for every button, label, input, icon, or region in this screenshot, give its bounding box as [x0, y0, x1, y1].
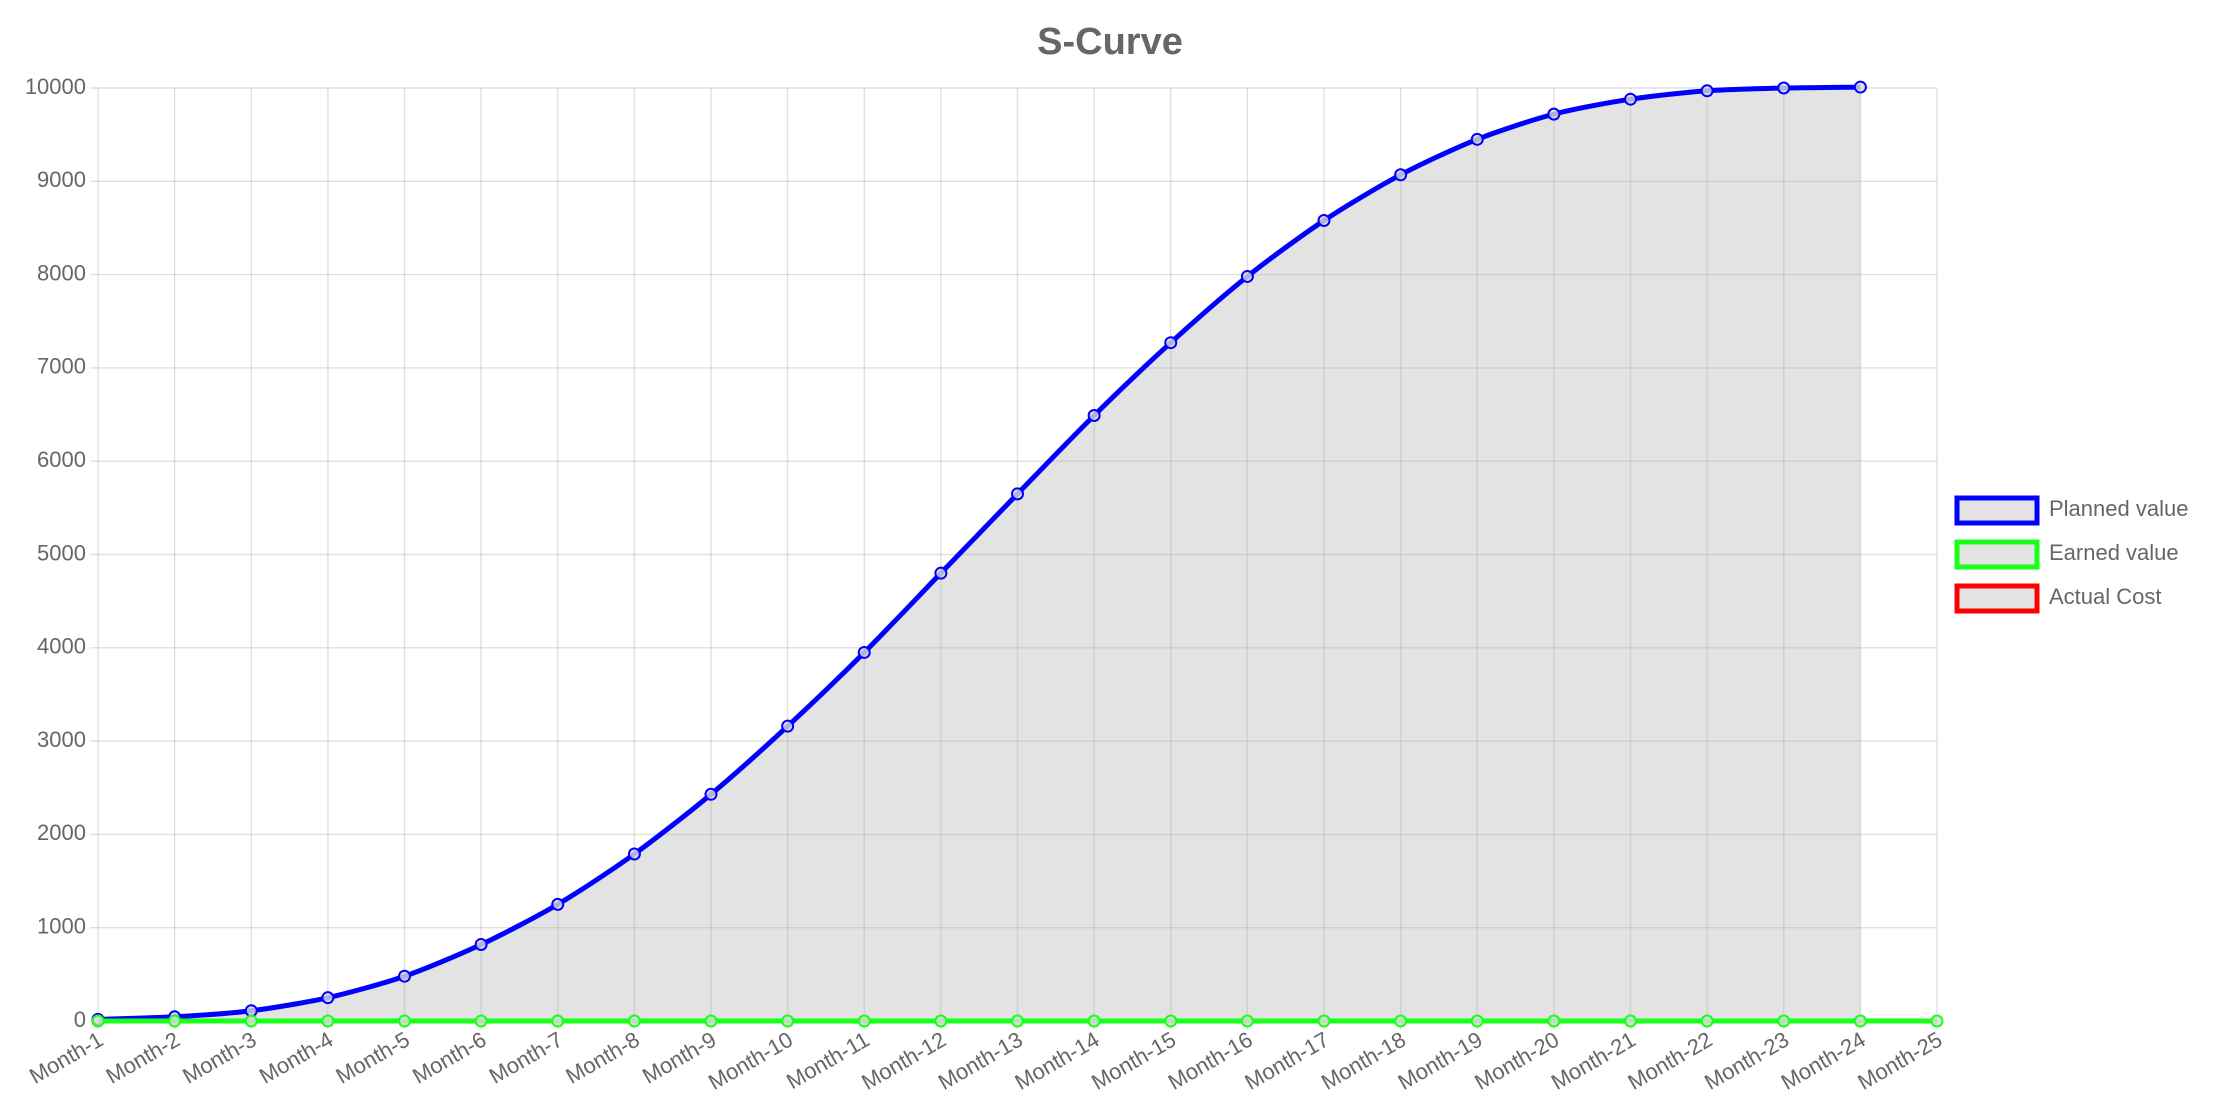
point: [1547, 1014, 1561, 1028]
x-tick-label: Month-18: [1317, 1027, 1410, 1095]
x-tick-label: Month-16: [1164, 1027, 1257, 1095]
y-tick-label: 9000: [37, 167, 86, 192]
x-tick-label: Month-1: [25, 1027, 107, 1089]
y-tick-label: 2000: [37, 820, 86, 845]
point: [398, 969, 411, 983]
x-tick-label: Month-3: [178, 1027, 260, 1089]
point: [551, 897, 565, 911]
x-tick-label: Month-12: [857, 1027, 950, 1095]
y-tick-label: 3000: [37, 727, 86, 752]
point: [1470, 132, 1484, 146]
point: [627, 1014, 641, 1028]
point: [1853, 80, 1867, 94]
y-tick-label: 6000: [37, 447, 86, 472]
point: [1470, 1014, 1484, 1028]
y-tick-label: 0: [74, 1007, 86, 1032]
x-tick-label: Month-21: [1547, 1027, 1640, 1095]
x-tick-label: Month-2: [102, 1027, 184, 1089]
point: [91, 1014, 105, 1028]
point: [934, 1014, 948, 1028]
point: [1700, 84, 1714, 98]
x-tick-label: Month-13: [934, 1027, 1027, 1095]
x-tick-label: Month-23: [1700, 1027, 1793, 1095]
x-tick-label: Month-10: [704, 1027, 797, 1095]
x-tick-label: Month-8: [561, 1027, 643, 1089]
point: [1164, 336, 1178, 350]
y-tick-label: 4000: [37, 634, 86, 659]
point: [1240, 1014, 1254, 1028]
point: [1164, 1014, 1178, 1028]
point: [781, 1014, 795, 1028]
point: [1624, 92, 1637, 106]
point: [1547, 107, 1561, 121]
point: [551, 1014, 565, 1028]
y-tick-label: 10000: [25, 74, 86, 99]
point: [1777, 81, 1791, 95]
x-tick-label: Month-4: [255, 1027, 337, 1089]
point: [321, 1014, 335, 1028]
x-tick-label: Month-24: [1777, 1027, 1870, 1095]
chart-title: S-Curve: [1037, 21, 1183, 63]
legend-label: Planned value: [2049, 496, 2188, 521]
x-tick-label: Month-15: [1087, 1027, 1180, 1095]
x-tick-label: Month-25: [1853, 1027, 1946, 1095]
x-tick-label: Month-11: [782, 1027, 874, 1094]
point: [1087, 1014, 1101, 1028]
legend-swatch: [1954, 583, 2040, 614]
point: [244, 1014, 258, 1028]
point: [474, 937, 488, 951]
legend-swatch: [1954, 539, 2040, 570]
x-tick-label: Month-14: [1011, 1027, 1104, 1095]
x-tick-label: Month-7: [485, 1027, 567, 1089]
point: [1624, 1014, 1637, 1028]
legend-label: Actual Cost: [2049, 584, 2162, 609]
point: [398, 1014, 411, 1028]
point: [627, 847, 641, 861]
point: [781, 719, 795, 733]
y-tick-label: 1000: [37, 914, 86, 939]
point: [168, 1014, 182, 1028]
point: [1317, 213, 1331, 227]
point: [1011, 1014, 1024, 1028]
x-tick-label: Month-17: [1240, 1027, 1333, 1095]
y-tick-label: 8000: [37, 260, 86, 285]
x-tick-label: Month-19: [1394, 1027, 1487, 1095]
y-tick-label: 7000: [37, 354, 86, 379]
point: [321, 991, 335, 1005]
point: [1394, 1014, 1408, 1028]
point: [1317, 1014, 1331, 1028]
x-tick-label: Month-5: [332, 1027, 414, 1089]
point: [857, 1014, 871, 1028]
point: [1394, 168, 1408, 182]
y-tick-label: 5000: [37, 540, 86, 565]
point: [1011, 487, 1024, 501]
series-area: [98, 87, 1861, 1021]
x-tick-label: Month-20: [1470, 1027, 1563, 1095]
point: [704, 787, 718, 801]
point: [1240, 269, 1254, 283]
point: [1087, 408, 1101, 422]
point: [1930, 1014, 1944, 1028]
point: [1777, 1014, 1791, 1028]
legend-label: Earned value: [2049, 540, 2179, 565]
x-tick-label: Month-6: [408, 1027, 490, 1089]
point: [934, 566, 948, 580]
point: [1853, 1014, 1867, 1028]
legend-swatch: [1954, 495, 2040, 526]
point: [704, 1014, 718, 1028]
x-tick-label: Month-22: [1624, 1027, 1717, 1095]
point: [1700, 1014, 1714, 1028]
point: [857, 645, 871, 659]
point: [474, 1014, 488, 1028]
